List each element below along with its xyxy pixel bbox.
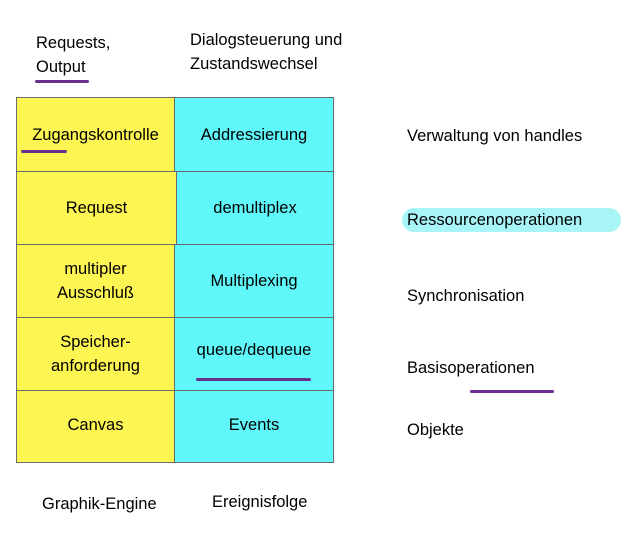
top-label-requests-output: Requests, Output [36, 34, 111, 76]
cell-addressierung: Addressierung [175, 98, 333, 172]
underline-requests-output [35, 80, 89, 83]
highlight-ressourcenoperationen [402, 208, 621, 232]
layer-grid: Zugangskontrolle Addressierung Request d… [16, 97, 334, 463]
cell-label: queue/dequeue [196, 341, 312, 359]
top-label-dialogsteuerung: Dialogsteuerung und Zustandswechsel [190, 31, 343, 73]
underline-queue-dequeue [196, 378, 311, 381]
bottom-label-ereignisfolge: Ereignisfolge [212, 493, 308, 511]
side-label-objekte: Objekte [407, 421, 464, 439]
cell-label: Events [228, 415, 280, 434]
bottom-label-graphik-engine: Graphik-Engine [42, 495, 157, 513]
cell-canvas: Canvas [17, 391, 175, 462]
cell-label: demultiplex [213, 199, 297, 217]
cell-multiplexing: Multiplexing [175, 245, 333, 318]
side-label-synchronisation: Synchronisation [407, 287, 525, 305]
cell-demultiplex: demultiplex [177, 172, 333, 245]
cell-zugangskontrolle: Zugangskontrolle [17, 98, 175, 172]
cell-label: Request [65, 199, 128, 217]
cell-label: Zugangskontrolle [32, 125, 159, 144]
cell-events: Events [175, 391, 333, 462]
side-label-basisoperationen: Basisoperationen [407, 359, 535, 377]
cell-label: Addressierung [200, 125, 308, 144]
cell-label: Canvas [67, 415, 124, 434]
side-label-verwaltung-von-handles: Verwaltung von handles [407, 127, 583, 145]
cell-multipler-ausschluss: multipler Ausschluß [17, 245, 175, 318]
cell-label: Multiplexing [210, 272, 298, 290]
underline-basisoperationen [470, 390, 554, 393]
cell-request: Request [17, 172, 177, 245]
cell-label: Speicher- anforderung [51, 333, 140, 375]
cell-label: multipler Ausschluß [56, 260, 135, 302]
underline-zugangskontrolle [21, 150, 67, 153]
cell-speicheranforderung: Speicher- anforderung [17, 318, 175, 391]
side-label-ressourcenoperationen: Ressourcenoperationen [407, 211, 583, 229]
